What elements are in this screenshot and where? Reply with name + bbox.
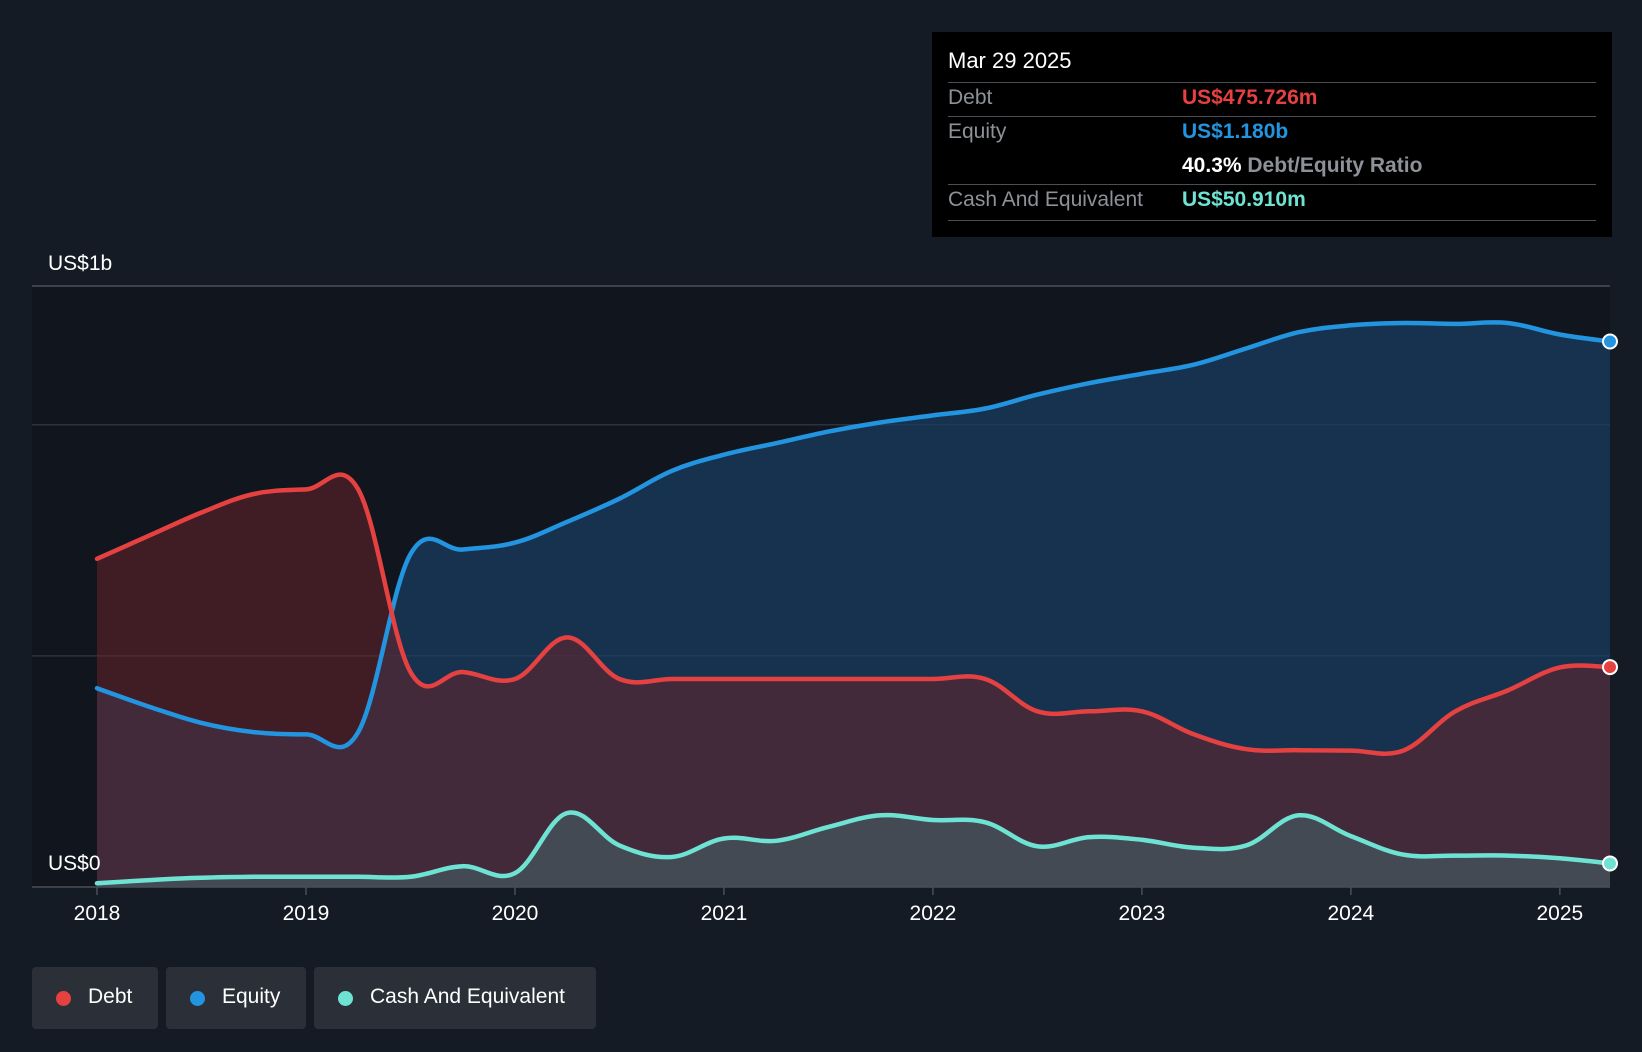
x-tick-label: 2025 [1536, 902, 1583, 925]
debt-line [94, 472, 1613, 756]
tooltip-equity-label: Equity [948, 120, 1007, 143]
y-axis-bottom-label: US$0 [48, 852, 101, 875]
tooltip-divider [948, 82, 1596, 83]
x-tick-label: 2024 [1328, 902, 1375, 925]
cash-endpoint-marker [1602, 855, 1618, 872]
tooltip-panel: Mar 29 2025 Debt US$475.726m Equity US$1… [932, 32, 1612, 237]
legend-label-cash: Cash And Equivalent [370, 985, 565, 1008]
legend-item-debt[interactable]: Debt [32, 967, 158, 1029]
legend-label-debt: Debt [88, 985, 133, 1008]
tooltip-debt-value: US$475.726m [1182, 86, 1318, 109]
legend-item-cash[interactable]: Cash And Equivalent [314, 967, 596, 1029]
cash-line [94, 810, 1613, 886]
x-tick-label: 2022 [910, 902, 957, 925]
ratio-number: 40.3% [1182, 154, 1242, 177]
tooltip-cash-label: Cash And Equivalent [948, 188, 1143, 211]
x-tick-label: 2021 [701, 902, 748, 925]
equity-dot-icon [190, 991, 205, 1006]
tooltip-equity-value: US$1.180b [1182, 120, 1289, 143]
tooltip-date: Mar 29 2025 [948, 48, 1072, 73]
legend-item-equity[interactable]: Equity [166, 967, 306, 1029]
debt-endpoint-marker [1602, 659, 1618, 676]
debt-dot-icon [56, 991, 71, 1006]
tooltip-divider [948, 116, 1596, 117]
x-tick-label: 2023 [1119, 902, 1166, 925]
x-tick-label: 2019 [283, 902, 330, 925]
tooltip-divider [948, 184, 1596, 185]
legend-label-equity: Equity [222, 985, 281, 1008]
equity-line [94, 320, 1613, 750]
x-tick-label: 2018 [74, 902, 121, 925]
cash-dot-icon [338, 991, 353, 1006]
tooltip-divider [948, 220, 1596, 221]
x-tick-label: 2020 [492, 902, 539, 925]
tooltip-cash-value: US$50.910m [1182, 188, 1306, 211]
y-axis-top-label: US$1b [48, 252, 112, 275]
tooltip-debt-label: Debt [948, 86, 993, 109]
tooltip-ratio-value: 40.3% Debt/Equity Ratio [1182, 154, 1422, 178]
ratio-label: Debt/Equity Ratio [1247, 154, 1423, 177]
equity-endpoint-marker [1602, 333, 1618, 350]
